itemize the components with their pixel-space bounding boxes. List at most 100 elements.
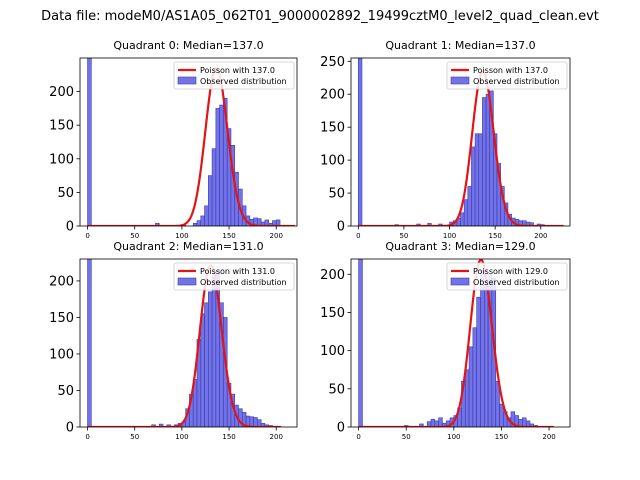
x-tick-label: 200 [270, 232, 283, 240]
histogram-bar [484, 281, 489, 427]
histogram-bar [478, 133, 483, 226]
quadrant-0-chart: Quadrant 0: Median=137.0 0 50 100 150 200 0 50 1… [49, 39, 298, 240]
histogram-bar [87, 259, 92, 427]
poisson-curve [87, 66, 296, 226]
histogram-bar [476, 296, 481, 427]
y-tick-label: 50 [57, 186, 74, 201]
x-tick-label: 50 [399, 232, 408, 240]
x-tick-label: 150 [222, 232, 235, 240]
histogram-bar [499, 403, 504, 427]
x-tick-label: 0 [85, 433, 89, 441]
quadrant-2-title: Quadrant 2: Median=131.0 [113, 240, 263, 253]
y-tick-label: 200 [320, 88, 345, 103]
y-tick-label: 250 [320, 55, 345, 70]
histogram-bar [204, 205, 209, 226]
legend-label-observed: Observed distribution [473, 77, 560, 86]
legend-label-observed: Observed distribution [473, 278, 560, 287]
x-tick-label: 100 [447, 433, 460, 441]
x-tick-label: 150 [495, 433, 508, 441]
quadrant-1-legend: Poisson with 137.0 Observed distribution [446, 61, 568, 90]
histogram-bar [467, 186, 472, 226]
x-tick-label: 100 [443, 232, 456, 240]
legend-box [173, 61, 295, 90]
histogram-bar [485, 93, 490, 226]
x-tick-label: 50 [130, 232, 139, 240]
x-tick-label: 200 [542, 433, 555, 441]
y-tick-label: 0 [337, 421, 345, 436]
y-tick-label: 50 [57, 384, 74, 399]
quadrant-3-chart: Quadrant 3: Median=129.0 0 50 100 150 200 0 50 1… [320, 240, 571, 441]
y-tick-label: 150 [320, 306, 345, 321]
legend-box [173, 262, 295, 291]
histogram-bar [529, 222, 534, 226]
quadrant-1-title: Quadrant 1: Median=137.0 [385, 39, 535, 52]
x-tick-label: 150 [222, 433, 235, 441]
histogram-bar [211, 148, 217, 226]
poisson-curve [358, 70, 564, 226]
histogram-bar [200, 313, 205, 427]
y-tick-label: 150 [320, 121, 345, 136]
y-tick-label: 150 [49, 119, 74, 134]
quadrant-1-chart: Quadrant 1: Median=137.0 0 50 100 150 200 250 0… [320, 39, 571, 240]
x-tick-label: 100 [175, 232, 188, 240]
histogram-bar [219, 104, 224, 226]
legend-bar-swatch [450, 277, 470, 286]
y-tick-label: 0 [66, 220, 74, 235]
x-tick-label: 200 [270, 433, 283, 441]
x-tick-label: 0 [356, 433, 360, 441]
legend-bar-swatch [177, 277, 197, 286]
quadrant-2-chart: Quadrant 2: Median=131.0 0 50 100 150 200 0 50 1… [49, 240, 298, 441]
histogram-bar [480, 270, 485, 427]
histogram-bar [249, 416, 254, 427]
histogram-bar [438, 417, 443, 427]
poisson-curve [87, 264, 281, 427]
legend-label-poisson: Poisson with 129.0 [473, 267, 548, 276]
histogram-bar [192, 223, 198, 226]
legend-label-observed: Observed distribution [200, 77, 287, 86]
histogram-bar [419, 423, 424, 427]
y-tick-label: 50 [328, 382, 345, 397]
histogram-bar [208, 175, 213, 226]
quadrant-3-frame [350, 258, 571, 428]
histogram-bar [357, 58, 363, 226]
histogram-bar [430, 419, 436, 427]
histogram-bar [463, 199, 469, 226]
legend-label-poisson: Poisson with 131.0 [200, 267, 275, 276]
quadrant-0-legend: Poisson with 137.0 Observed distribution [173, 61, 295, 90]
legend-label-observed: Observed distribution [200, 278, 287, 287]
histogram-bar [468, 346, 474, 427]
histogram-bar [215, 108, 220, 226]
legend-bar-swatch [177, 76, 197, 85]
y-tick-label: 0 [337, 220, 345, 235]
y-tick-label: 200 [49, 85, 74, 100]
quadrant-1-frame [350, 57, 571, 227]
histogram-bar [200, 215, 205, 226]
histogram-bar [196, 220, 202, 226]
x-tick-label: 100 [175, 433, 188, 441]
legend-bar-swatch [450, 76, 470, 85]
histogram-bar [460, 212, 465, 226]
y-tick-label: 100 [49, 152, 74, 167]
y-tick-label: 200 [320, 268, 345, 283]
y-tick-label: 200 [49, 274, 74, 289]
quadrant-3-histogram [358, 259, 538, 427]
y-tick-label: 50 [328, 187, 345, 202]
y-tick-label: 150 [49, 311, 74, 326]
quadrant-1-histogram [357, 58, 545, 226]
quadrant-3-legend: Poisson with 129.0 Observed distribution [446, 262, 568, 291]
x-tick-label: 150 [488, 232, 501, 240]
legend-label-poisson: Poisson with 137.0 [200, 66, 275, 75]
x-tick-label: 0 [85, 232, 89, 240]
y-tick-label: 100 [49, 347, 74, 362]
legend-box [446, 61, 568, 90]
x-tick-label: 50 [402, 433, 411, 441]
histogram-bar [211, 276, 217, 427]
figure-suptitle: Data file: modeM0/AS1A05_062T01_90000028… [41, 9, 599, 24]
histogram-bar [471, 146, 476, 226]
histogram-bar [482, 97, 487, 226]
histogram-bar [474, 133, 480, 226]
histogram-bar [208, 291, 213, 427]
quadrant-3-title: Quadrant 3: Median=129.0 [385, 240, 535, 253]
legend-box [446, 262, 568, 291]
